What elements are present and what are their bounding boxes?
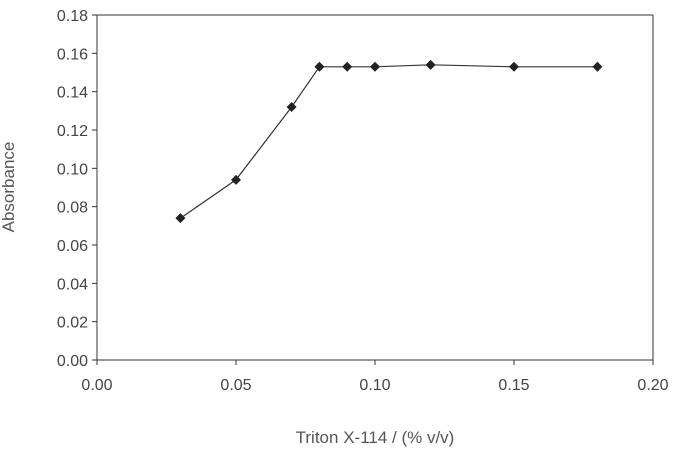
x-tick-label: 0.00 [81, 377, 112, 394]
y-tick-label: 0.06 [57, 238, 88, 255]
y-axis-ticks: 0.00 0.02 0.04 0.06 0.08 0.10 0.12 0.14 0.16 0.18 [57, 8, 97, 370]
y-tick-label: 0.18 [57, 8, 88, 25]
y-tick-label: 0.04 [57, 276, 88, 293]
data-point [370, 61, 380, 72]
x-tick-label: 0.10 [359, 377, 390, 394]
x-tick-label: 0.20 [637, 377, 668, 394]
data-point [342, 61, 353, 72]
data-point [231, 174, 241, 185]
data-point [286, 102, 297, 112]
y-axis-title: Absorbance [0, 142, 18, 233]
y-tick-label: 0.12 [57, 123, 88, 140]
x-tick-label: 0.15 [498, 377, 529, 394]
y-tick-label: 0.14 [57, 85, 88, 102]
x-tick-label: 0.05 [220, 377, 251, 394]
data-point [314, 61, 325, 72]
data-point [425, 59, 436, 70]
y-tick-label: 0.10 [57, 161, 88, 178]
data-point [592, 61, 603, 72]
plot-area [96, 14, 654, 361]
data-point [175, 213, 186, 224]
y-tick-label: 0.08 [57, 200, 88, 217]
y-tick-label: 0.16 [57, 46, 88, 63]
data-point [509, 61, 519, 72]
y-tick-label: 0.00 [57, 353, 88, 370]
x-axis-title: Triton X-114 / (% v/v) [296, 428, 455, 447]
x-axis-ticks: 0.00 0.05 0.10 0.15 0.20 [81, 360, 669, 394]
data-series [175, 59, 603, 224]
y-tick-label: 0.02 [57, 315, 88, 332]
